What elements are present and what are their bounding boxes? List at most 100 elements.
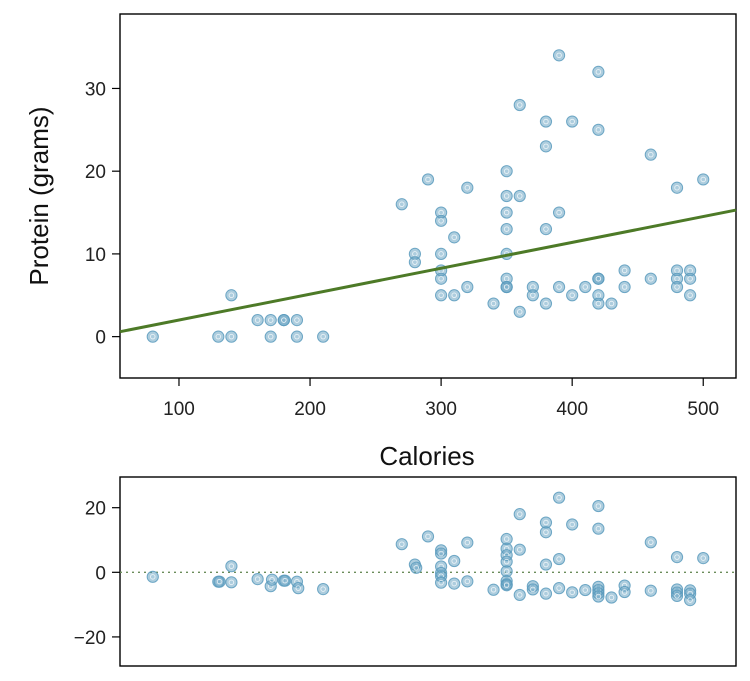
main-point-20-core <box>438 275 444 282</box>
main-point-24 <box>461 181 474 194</box>
residual-point-48 <box>566 518 579 531</box>
main-point-0 <box>146 330 159 343</box>
residual-point-12 <box>317 583 330 596</box>
residual-point-24-core <box>451 580 457 587</box>
residual-point-61 <box>644 584 657 597</box>
residual-point-35 <box>500 579 513 592</box>
main-point-29 <box>500 206 513 219</box>
residual-plot-frame <box>119 476 737 667</box>
main-point-46-core <box>556 284 562 290</box>
main-plot-frame <box>119 13 737 379</box>
residual-point-13 <box>395 538 408 551</box>
residual-point-13-core <box>399 541 405 547</box>
residual-point-23 <box>448 554 461 568</box>
main-point-68-core <box>700 176 706 183</box>
residual-scatter-plot: −20 0 20 <box>74 476 737 667</box>
residual-point-52 <box>592 522 605 535</box>
main-point-66 <box>684 272 697 285</box>
residual-point-48-core <box>569 521 575 528</box>
main-point-39-core <box>530 292 536 299</box>
residual-point-50 <box>579 583 592 597</box>
main-point-37-core <box>516 309 523 315</box>
main-point-58-core <box>621 284 628 290</box>
residual-point-59 <box>618 585 631 599</box>
main-point-36-core <box>516 193 523 199</box>
main-point-6 <box>264 330 277 343</box>
main-point-4-core <box>254 317 261 323</box>
residual-point-31-core <box>503 558 510 565</box>
residual-point-52-core <box>595 525 602 532</box>
main-point-4 <box>251 313 264 327</box>
main-point-6-core <box>267 333 274 340</box>
main-point-56-core <box>608 300 615 307</box>
main-point-45-core <box>556 209 562 216</box>
main-point-30-core <box>503 226 510 232</box>
main-point-18 <box>435 247 448 261</box>
residual-point-38 <box>513 588 526 602</box>
main-point-53 <box>592 272 605 285</box>
main-point-40-core <box>543 118 549 125</box>
residual-point-42 <box>539 526 553 539</box>
main-point-41 <box>539 140 553 153</box>
main-point-43-core <box>543 300 549 307</box>
main-point-8 <box>277 313 290 327</box>
residual-point-62 <box>670 551 684 564</box>
main-point-25 <box>461 280 474 294</box>
residual-point-9 <box>279 574 292 587</box>
residual-point-23-core <box>451 558 457 564</box>
residual-point-59-core <box>621 589 628 595</box>
main-point-61-core <box>674 184 680 191</box>
residual-point-36 <box>513 508 526 521</box>
main-point-44-core <box>556 52 562 59</box>
main-point-44 <box>552 49 566 62</box>
main-point-28 <box>500 189 513 203</box>
main-point-64-core <box>674 284 680 290</box>
main-point-14-core <box>412 259 418 265</box>
residual-point-15 <box>410 561 423 574</box>
main-point-21 <box>435 289 448 302</box>
residual-point-5 <box>251 572 264 586</box>
residual-point-65 <box>670 589 684 602</box>
y-tick-label-1: 10 <box>85 245 106 266</box>
main-point-12-core <box>399 201 405 208</box>
main-point-27-core <box>503 168 510 174</box>
main-point-14 <box>408 256 421 269</box>
residual-point-44-core <box>543 590 549 597</box>
main-point-10-core <box>294 333 300 340</box>
main-point-36 <box>513 189 526 203</box>
main-point-18-core <box>438 251 444 257</box>
main-point-37 <box>513 305 526 318</box>
main-point-15-core <box>425 176 431 183</box>
main-point-22 <box>448 231 461 244</box>
residual-point-5-core <box>254 576 261 582</box>
residual-point-51 <box>592 499 605 513</box>
main-point-3-core <box>228 292 235 299</box>
residual-point-44 <box>539 587 553 600</box>
residual-point-36-core <box>516 511 523 517</box>
main-point-60-core <box>648 275 654 282</box>
residual-point-32-core <box>503 568 510 575</box>
residual-point-35-core <box>503 582 510 588</box>
main-scatter-plot: 100 200 300 400 500 0 10 20 30 <box>85 13 737 420</box>
main-point-9 <box>290 313 304 327</box>
main-point-46 <box>552 280 566 294</box>
main-point-57 <box>618 264 631 277</box>
residual-point-45-core <box>556 494 562 501</box>
residual-point-18 <box>435 547 448 560</box>
x-tick-label-3: 400 <box>556 399 588 420</box>
residual-point-12-core <box>320 586 326 592</box>
main-point-50-core <box>595 69 602 75</box>
residual-point-50-core <box>582 587 589 593</box>
residual-point-0 <box>146 570 159 583</box>
main-point-42 <box>539 222 553 236</box>
residual-point-3-core <box>228 579 235 586</box>
residual-point-40-core <box>530 586 536 593</box>
residual-point-15-core <box>413 565 419 571</box>
main-point-23-core <box>451 292 457 299</box>
main-x-axis-title: Calories <box>379 441 474 471</box>
main-point-30 <box>500 222 513 236</box>
residual-point-60 <box>644 536 657 549</box>
main-point-47 <box>566 115 579 128</box>
main-point-23 <box>448 289 461 302</box>
main-point-11 <box>317 330 330 343</box>
